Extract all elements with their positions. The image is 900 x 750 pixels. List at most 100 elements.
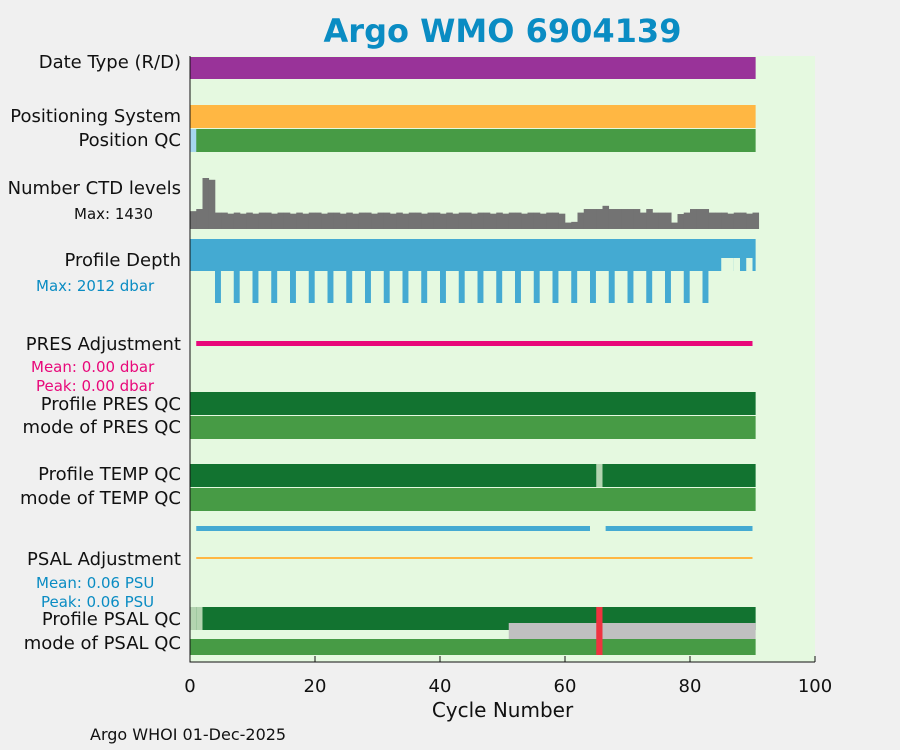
- ctd-level-bar: [221, 212, 228, 229]
- deep-profile-bar: [702, 239, 709, 303]
- ctd-level-bar: [608, 209, 616, 229]
- psal-qc-bad-cycle: [596, 607, 603, 655]
- ctd-level-bar: [402, 213, 410, 229]
- ctd-level-bar: [371, 213, 378, 229]
- ctd-level-bar: [283, 212, 291, 229]
- ctd-level-bar: [583, 209, 591, 229]
- ctd-level-bar: [521, 213, 528, 229]
- ctd-level-bar: [696, 209, 703, 229]
- psal-adjustment-line: [196, 557, 753, 559]
- row-label-positioning-system: Positioning System: [10, 106, 181, 127]
- ctd-level-bar: [708, 212, 716, 229]
- mode-temp-qc-bar: [190, 488, 756, 511]
- row-label-mode-psal-qc: mode of PSAL QC: [23, 633, 181, 654]
- ctd-level-bar: [427, 212, 435, 229]
- ctd-level-bar: [565, 222, 572, 229]
- profile-depth-gap: [733, 258, 740, 271]
- ctd-level-bar: [527, 212, 535, 229]
- ctd-level-bar: [383, 212, 391, 229]
- ctd-level-bar: [533, 212, 541, 229]
- temp-qc-flag-cycle: [596, 464, 603, 487]
- ctd-level-bar: [471, 213, 478, 229]
- ctd-level-bar: [346, 212, 353, 229]
- ctd-level-bar: [546, 212, 553, 229]
- ctd-level-bar: [315, 212, 322, 229]
- deep-profile-bar: [271, 239, 278, 303]
- depth-max-label: Max: 2012 dbar: [36, 277, 155, 295]
- ctd-level-bar: [658, 212, 666, 229]
- mode-pres-qc-bar: [190, 416, 756, 439]
- x-tick-label: 20: [304, 676, 327, 697]
- ctd-level-bar: [640, 212, 647, 229]
- ctd-level-bar: [296, 212, 303, 229]
- ctd-level-bar: [558, 213, 566, 229]
- row-label-date-type: Date Type (R/D): [38, 52, 181, 73]
- ctd-level-bar: [552, 212, 560, 229]
- deep-profile-bar: [252, 239, 259, 303]
- deep-profile-bar: [515, 239, 521, 303]
- ctd-level-bar: [740, 212, 747, 229]
- deep-profile-bar: [402, 239, 409, 303]
- ctd-level-bar: [340, 213, 347, 229]
- ctd-level-bar: [246, 212, 253, 229]
- ctd-level-bar: [627, 209, 635, 229]
- ctd-level-bar: [446, 212, 453, 229]
- ctd-level-bar: [715, 212, 722, 229]
- ctd-level-bar: [465, 212, 472, 229]
- ctd-level-bar: [452, 213, 460, 229]
- ctd-level-bar: [365, 212, 372, 229]
- deep-profile-bar: [627, 239, 634, 303]
- ctd-level-bar: [240, 213, 247, 229]
- ctd-level-bar: [408, 212, 416, 229]
- x-tick-label: 80: [679, 676, 702, 697]
- deep-profile-bar: [458, 239, 465, 303]
- ctd-level-bar: [321, 213, 328, 229]
- x-tick-label: 40: [429, 676, 452, 697]
- ctd-level-bar: [590, 209, 597, 229]
- chart-marks: [190, 57, 760, 655]
- ctd-level-bar: [483, 212, 491, 229]
- ctd-level-bar: [496, 212, 503, 229]
- ctd-level-bar: [621, 209, 628, 229]
- ctd-level-bar: [652, 212, 660, 229]
- profile-depth-bar: [190, 239, 756, 271]
- psal-qc-light-cycle: [190, 607, 197, 630]
- ctd-level-bar: [358, 212, 366, 229]
- ctd-level-bar: [671, 222, 678, 229]
- ctd-level-bar: [277, 212, 285, 229]
- ctd-level-bar: [352, 213, 360, 229]
- ctd-level-bar: [477, 212, 485, 229]
- psal-bar-segment: [196, 526, 590, 531]
- ctd-level-bar: [677, 214, 685, 229]
- ctd-level-bar: [333, 212, 341, 229]
- deep-profile-bar: [233, 239, 240, 303]
- deep-profile-bar: [552, 239, 559, 303]
- ctd-level-bar: [721, 212, 728, 229]
- deep-profile-bar: [346, 239, 353, 303]
- ctd-max-label: Max: 1430: [74, 205, 154, 223]
- pres-adjustment-line: [196, 341, 753, 346]
- plot-background: [190, 56, 815, 662]
- deep-profile-bar: [477, 239, 484, 303]
- pres-peak-label: Peak: 0.00 dbar: [36, 377, 155, 395]
- psal-mean-label: Mean: 0.06 PSU: [36, 574, 155, 592]
- profile-depth-gap: [727, 258, 734, 271]
- ctd-level-bar: [702, 209, 710, 229]
- ctd-level-bar: [733, 212, 741, 229]
- ctd-level-bar: [208, 179, 216, 229]
- ctd-level-bar: [690, 209, 697, 229]
- chart-title: Argo WMO 6904139: [323, 12, 682, 50]
- deep-profile-bar: [290, 239, 296, 303]
- position-qc-bar: [190, 129, 756, 152]
- deep-profile-bar: [683, 239, 690, 303]
- ctd-level-bar: [390, 213, 397, 229]
- ctd-level-bar: [290, 213, 297, 229]
- ctd-level-bar: [727, 213, 735, 229]
- deep-profile-bar: [533, 239, 540, 303]
- deep-profile-bar: [327, 239, 334, 303]
- ctd-level-bar: [577, 212, 585, 229]
- ctd-level-bar: [683, 212, 691, 229]
- row-label-mode-temp-qc: mode of TEMP QC: [19, 488, 181, 509]
- ctd-level-bar: [665, 212, 672, 229]
- ctd-level-bar: [421, 213, 428, 229]
